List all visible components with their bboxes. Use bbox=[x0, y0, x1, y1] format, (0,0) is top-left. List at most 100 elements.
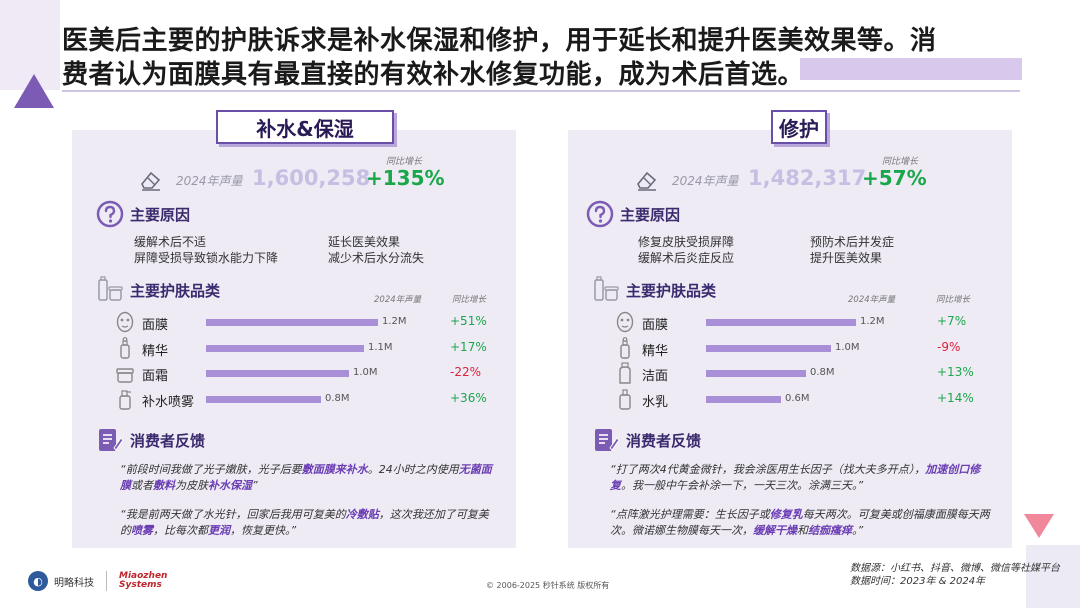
yoy-value: +135% bbox=[366, 166, 445, 190]
eraser-icon bbox=[637, 171, 657, 191]
product-volume-bar bbox=[206, 370, 349, 377]
reason-item: 缓解术后炎症反应 bbox=[638, 251, 735, 265]
mask-icon bbox=[616, 311, 634, 333]
quote-text: 为皮肤 bbox=[175, 479, 208, 492]
repair-tag: 修护 bbox=[771, 110, 827, 144]
product-yoy-value: +51% bbox=[450, 314, 487, 328]
quote-text: ，这次我还加了可复美的 bbox=[120, 508, 489, 537]
logo2-line2: Systems bbox=[119, 580, 162, 590]
volume-label: 2024年声量 bbox=[176, 174, 243, 188]
lotion-icon bbox=[616, 388, 634, 410]
product-row: 面膜 1.2M +7% bbox=[616, 311, 997, 333]
product-name: 面膜 bbox=[642, 318, 669, 333]
right-block-decoration bbox=[1026, 545, 1080, 608]
hydration-tag: 补水&保湿 bbox=[216, 110, 394, 144]
quote-highlight: 补水保湿 bbox=[208, 479, 252, 492]
reason-item: 提升医美效果 bbox=[810, 251, 883, 265]
title-divider bbox=[62, 90, 1020, 92]
repair-volume-row: 2024年声量 1,482,317 同比增长 +57% bbox=[634, 157, 964, 196]
product-volume-value: 0.6M bbox=[785, 393, 810, 404]
reasons-title: 主要原因 bbox=[620, 206, 681, 224]
column-yoy-header: 同比增长 bbox=[936, 295, 971, 305]
quote-text: ” bbox=[252, 479, 258, 492]
product-name: 洁面 bbox=[642, 369, 669, 384]
product-yoy-value: +13% bbox=[937, 365, 974, 379]
hydration-volume-row: 2024年声量 1,600,258 同比增长 +135% bbox=[138, 157, 468, 196]
product-row: 精华 1.1M +17% bbox=[116, 337, 510, 359]
column-volume-header: 2024年声量 bbox=[848, 295, 896, 305]
product-yoy-value: -9% bbox=[937, 340, 961, 354]
consumer-quote: “点阵激光护理需要：生长因子或修复乳每天两次。可复美或创福康面膜每天两次。微诺娜… bbox=[610, 507, 1002, 539]
product-volume-bar bbox=[706, 345, 831, 352]
feedback-title: 消费者反馈 bbox=[130, 432, 206, 450]
product-row: 精华 1.0M -9% bbox=[616, 337, 997, 359]
quote-text: “前段时间我做了光子嫩肤，光子后要 bbox=[120, 463, 302, 476]
reason-item: 减少术后水分流失 bbox=[328, 251, 425, 265]
consumer-quote: “我是前两天做了水光针，回家后我用可复美的冷敷贴，这次我还加了可复美的喷雾，比每… bbox=[120, 507, 496, 539]
product-name: 水乳 bbox=[642, 395, 669, 410]
quote-highlight: 喷雾 bbox=[131, 524, 153, 537]
yoy-value: +57% bbox=[862, 166, 927, 190]
product-yoy-value: +17% bbox=[450, 340, 487, 354]
consumer-quote: “打了两次4代黄金微针，我会涂医用生长因子（找大夫多开点），加速创口修复。我一般… bbox=[610, 462, 1002, 494]
page-title-line2: 费者认为面膜具有最直接的有效补水修复功能，成为术后首选。 bbox=[62, 60, 805, 90]
product-name: 精华 bbox=[642, 344, 669, 359]
reason-item: 缓解术后不适 bbox=[134, 235, 207, 249]
quote-highlight: 敷料 bbox=[153, 479, 175, 492]
eraser-icon bbox=[141, 171, 161, 191]
product-yoy-value: -22% bbox=[450, 365, 482, 379]
product-volume-bar bbox=[206, 319, 378, 326]
product-row: 水乳 0.6M +14% bbox=[616, 388, 997, 410]
quote-text: 。我一般中午会补涂一下，一天三次。涂满三天。” bbox=[621, 479, 864, 492]
cream-jar-icon bbox=[116, 362, 134, 384]
purple-triangle-decoration bbox=[14, 74, 54, 108]
product-volume-bar bbox=[206, 396, 321, 403]
product-row: 面膜 1.2M +51% bbox=[116, 311, 510, 333]
product-name: 面膜 bbox=[142, 318, 169, 333]
logo-text: 明略科技 bbox=[54, 577, 94, 589]
quote-highlight: 无菌面膜 bbox=[120, 463, 492, 492]
quote-text: “打了两次4代黄金微针，我会涂医用生长因子（找大夫多开点）， bbox=[610, 463, 926, 476]
quote-text: “我是前两天做了水光针，回家后我用可复美的 bbox=[120, 508, 346, 521]
quote-highlight: 冷敷贴 bbox=[345, 508, 379, 521]
reasons-title: 主要原因 bbox=[130, 206, 191, 224]
skincare-bottles-icon bbox=[594, 276, 619, 301]
quote-text: ，比每次都 bbox=[153, 524, 208, 537]
quote-highlight: 修复乳 bbox=[769, 508, 803, 521]
product-volume-bar bbox=[706, 319, 856, 326]
source-line: 数据源：小红书、抖音、微博、微信等社媒平台 bbox=[850, 563, 1060, 574]
product-volume-value: 0.8M bbox=[325, 393, 350, 404]
yoy-label: 同比增长 bbox=[386, 157, 423, 167]
product-volume-value: 1.0M bbox=[835, 342, 860, 353]
hydration-panel bbox=[72, 130, 516, 548]
reason-item: 延长医美效果 bbox=[328, 235, 401, 249]
product-name: 精华 bbox=[142, 344, 169, 359]
product-yoy-value: +14% bbox=[937, 391, 974, 405]
quote-text: “点阵激光护理需要：生长因子或 bbox=[610, 508, 770, 521]
product-volume-value: 1.2M bbox=[382, 316, 407, 327]
data-source-note: 数据源：小红书、抖音、微博、微信等社媒平台 数据时间：2023年 & 2024年 bbox=[850, 562, 1060, 588]
volume-value: 1,600,258 bbox=[252, 166, 371, 190]
product-yoy-value: +36% bbox=[450, 391, 487, 405]
serum-icon bbox=[116, 337, 134, 359]
product-volume-bar bbox=[206, 345, 364, 352]
question-icon bbox=[96, 200, 124, 228]
product-volume-value: 0.8M bbox=[810, 367, 835, 378]
reason-item: 屏障受损导致锁水能力下降 bbox=[134, 251, 279, 265]
column-volume-header: 2024年声量 bbox=[374, 295, 422, 305]
product-name: 面霜 bbox=[142, 369, 169, 384]
consumer-quote: “前段时间我做了光子嫩肤，光子后要敷面膜来补水。24小时之内使用无菌面膜或者敷料… bbox=[120, 462, 496, 494]
quote-highlight: 加速创口修复 bbox=[610, 463, 981, 492]
title-highlight-bar bbox=[800, 58, 1022, 80]
quote-text: 或者 bbox=[131, 479, 153, 492]
product-yoy-value: +7% bbox=[937, 314, 967, 328]
quote-highlight: 敷面膜来补水 bbox=[301, 463, 368, 476]
product-name: 补水喷雾 bbox=[142, 395, 195, 410]
quote-highlight: 结痂瘙痒 bbox=[808, 524, 852, 537]
feedback-title: 消费者反馈 bbox=[626, 432, 702, 450]
column-yoy-header: 同比增长 bbox=[452, 295, 487, 305]
product-volume-bar bbox=[706, 396, 781, 403]
quote-text: 。24小时之内使用 bbox=[367, 463, 459, 476]
yoy-label: 同比增长 bbox=[882, 157, 919, 167]
volume-value: 1,482,317 bbox=[748, 166, 867, 190]
